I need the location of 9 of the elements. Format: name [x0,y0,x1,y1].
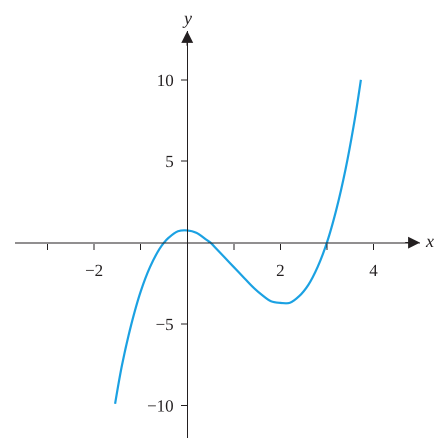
x-tick-label: −2 [85,261,104,280]
y-tick-label: 10 [156,70,174,90]
y-tick-label: 5 [165,152,174,172]
y-tick-label: −5 [156,314,174,334]
x-tick-label: 2 [276,261,285,280]
x-tick-label: 4 [369,261,378,280]
x-axis-title: x [425,231,434,251]
y-tick-label: −10 [147,396,174,416]
y-axis-title: y [182,8,192,28]
